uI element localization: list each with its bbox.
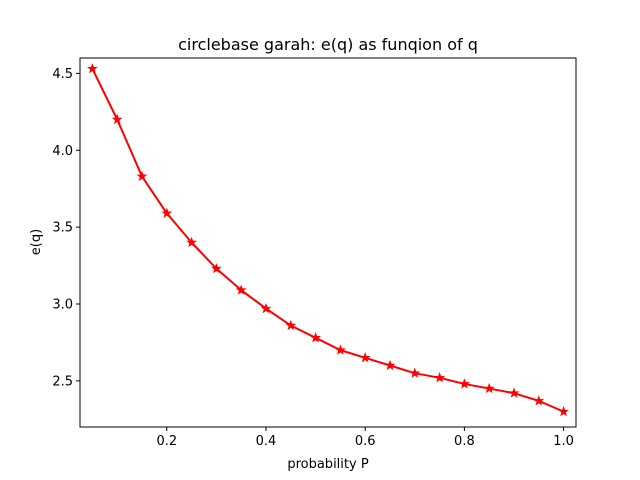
series-layer (87, 63, 569, 417)
data-point (260, 302, 272, 314)
data-point (211, 262, 222, 274)
data-point (335, 344, 346, 355)
data-point (434, 372, 445, 383)
data-point (285, 319, 297, 331)
tick-layer: 0.2 0.4 0.6 0.8 1.0 2.5 3.0 3.5 4.0 4.5 (52, 67, 574, 449)
data-point (533, 395, 545, 406)
data-point (558, 405, 569, 417)
x-tick-label: 0.2 (156, 434, 177, 449)
y-tick-label: 3.0 (52, 298, 73, 313)
data-point (87, 63, 98, 74)
plot-frame (79, 57, 577, 428)
x-tick-label: 1.0 (553, 434, 574, 449)
y-tick-label: 4.5 (52, 67, 73, 82)
data-point (483, 382, 495, 394)
x-tick-label: 0.8 (454, 434, 475, 449)
data-point (186, 236, 197, 248)
data-point (136, 170, 148, 181)
chart-title: circlebase garah: e(q) as funqion of q (178, 35, 478, 54)
data-point (310, 332, 321, 343)
y-tick-label: 2.5 (52, 374, 73, 389)
y-tick-label: 3.5 (52, 221, 73, 236)
data-point (111, 113, 123, 125)
data-point (384, 359, 396, 371)
series-line (91, 68, 564, 413)
data-point (235, 284, 247, 295)
x-axis-label: probability P (287, 457, 368, 472)
x-tick-label: 0.4 (256, 434, 277, 449)
y-axis-label: e(q) (29, 229, 44, 255)
data-point (409, 367, 421, 378)
data-point (459, 378, 470, 389)
data-point (359, 352, 371, 363)
data-point (161, 207, 173, 218)
data-point (508, 387, 520, 398)
x-tick-label: 0.6 (355, 434, 376, 449)
y-tick-label: 4.0 (52, 144, 73, 159)
